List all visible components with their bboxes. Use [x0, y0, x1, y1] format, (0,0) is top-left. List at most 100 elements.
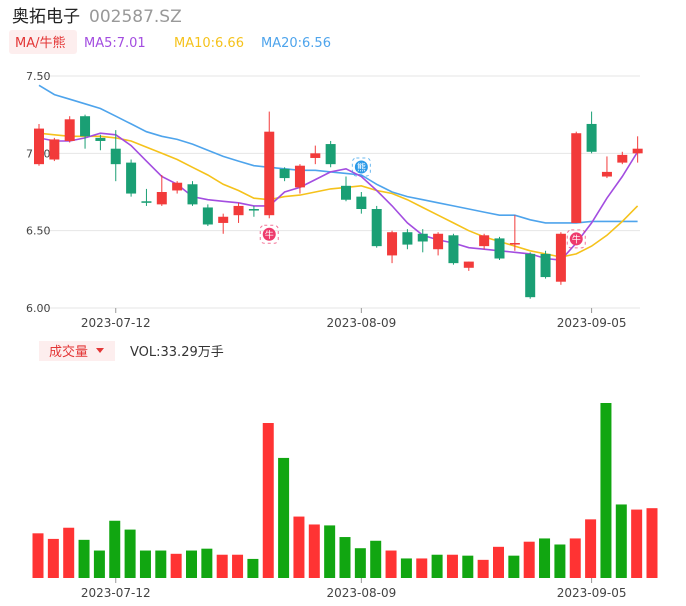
candle: [110, 130, 121, 182]
candle: [49, 137, 60, 162]
volume-bar: [631, 509, 643, 578]
price-y-axis: 7.507.006.506.00: [26, 70, 51, 315]
candle: [371, 205, 382, 248]
candle: [95, 134, 106, 151]
volume-bar: [615, 504, 627, 578]
stock-code: 002587.SZ: [89, 7, 182, 27]
volume-bar: [278, 457, 290, 578]
candle: [356, 192, 367, 214]
candle: [601, 156, 612, 179]
volume-bar: [124, 529, 136, 578]
candle: [448, 233, 459, 265]
ma10-line: [38, 132, 639, 258]
price-x-axis: 2023-07-12 2023-08-09 2023-09-05: [81, 308, 627, 330]
candle: [586, 111, 597, 154]
ma20-line: [38, 84, 638, 224]
volume-bar: [262, 423, 274, 578]
volume-x-tick: 2023-09-05: [557, 586, 627, 600]
volume-bar: [324, 525, 336, 578]
volume-bar: [370, 540, 382, 578]
volume-bar: [569, 538, 581, 578]
volume-bar: [646, 508, 658, 578]
volume-bar: [462, 555, 474, 578]
candle: [34, 123, 44, 166]
volume-bar: [493, 546, 504, 578]
volume-bar: [109, 520, 121, 578]
volume-bar: [293, 516, 305, 578]
volume-bar: [216, 554, 228, 578]
candle: [80, 114, 91, 149]
svg-text:牛: 牛: [265, 229, 274, 241]
volume-value: VOL:33.29万手: [130, 345, 224, 360]
price-y-tick: 7.50: [26, 70, 51, 83]
candle: [202, 204, 213, 227]
bull-bear-markers: 牛 牛 熊: [259, 157, 586, 249]
candle: [433, 232, 444, 256]
volume-bar: [446, 554, 458, 578]
ma20-legend: MA20:6.56: [261, 36, 331, 51]
candle: [509, 215, 520, 251]
price-x-tick: 2023-09-05: [557, 316, 627, 330]
volume-bar: [186, 550, 197, 578]
candle: [479, 233, 490, 250]
candle: [525, 252, 536, 299]
candle: [156, 174, 167, 206]
candle: [64, 116, 75, 143]
volume-bar: [585, 519, 597, 578]
ma-mode-button-bg[interactable]: [9, 30, 77, 54]
bull-marker-icon: 牛: [566, 229, 586, 249]
svg-text:牛: 牛: [572, 233, 581, 245]
candle: [248, 205, 259, 217]
candle: [494, 236, 505, 261]
candle: [233, 202, 244, 223]
candle: [402, 229, 413, 250]
candle: [310, 145, 321, 165]
price-y-tick: 6.00: [26, 302, 51, 315]
candle: [279, 167, 290, 182]
candle: [341, 176, 351, 202]
candle: [571, 131, 582, 223]
candle: [617, 151, 628, 165]
moving-average-lines: [38, 84, 639, 261]
bear-marker-icon: 熊: [351, 157, 371, 177]
candle: [540, 250, 551, 279]
stock-name: 奥拓电子: [12, 7, 80, 27]
volume-bar: [139, 550, 151, 578]
volume-bar: [155, 550, 167, 578]
volume-bar: [539, 538, 551, 578]
bull-marker-icon: 牛: [259, 224, 279, 244]
candle: [172, 181, 183, 194]
volume-bar: [93, 550, 105, 578]
volume-bar: [354, 548, 366, 578]
candle: [387, 230, 398, 264]
volume-bar: [554, 544, 566, 578]
volume-bar: [385, 550, 397, 578]
candle: [187, 181, 198, 206]
volume-bar: [523, 541, 535, 578]
volume-bar: [431, 554, 443, 578]
price-x-tick: 2023-07-12: [81, 316, 151, 330]
volume-bar: [63, 527, 75, 578]
price-grid: [39, 75, 640, 309]
volume-bar: [47, 538, 59, 578]
candle: [294, 164, 305, 194]
candle: [555, 232, 566, 285]
candle: [417, 229, 428, 253]
volume-bar: [477, 559, 489, 578]
volume-bar: [600, 403, 612, 578]
volume-bar: [508, 555, 520, 578]
candle: [325, 140, 336, 168]
volume-selector-bg[interactable]: [39, 341, 115, 361]
volume-bar: [247, 558, 259, 578]
ma5-line: [38, 132, 639, 261]
volume-bar: [416, 558, 428, 578]
volume-selector[interactable]: 成交量: [49, 344, 88, 360]
volume-bars: [32, 403, 658, 578]
volume-bar: [400, 558, 412, 578]
volume-bar: [308, 524, 320, 578]
ma-mode-button[interactable]: MA/牛熊: [15, 35, 66, 51]
volume-x-axis: 2023-07-12 2023-08-09 2023-09-05: [81, 578, 627, 600]
volume-bar: [232, 554, 244, 578]
dropdown-caret-icon[interactable]: [96, 348, 104, 353]
